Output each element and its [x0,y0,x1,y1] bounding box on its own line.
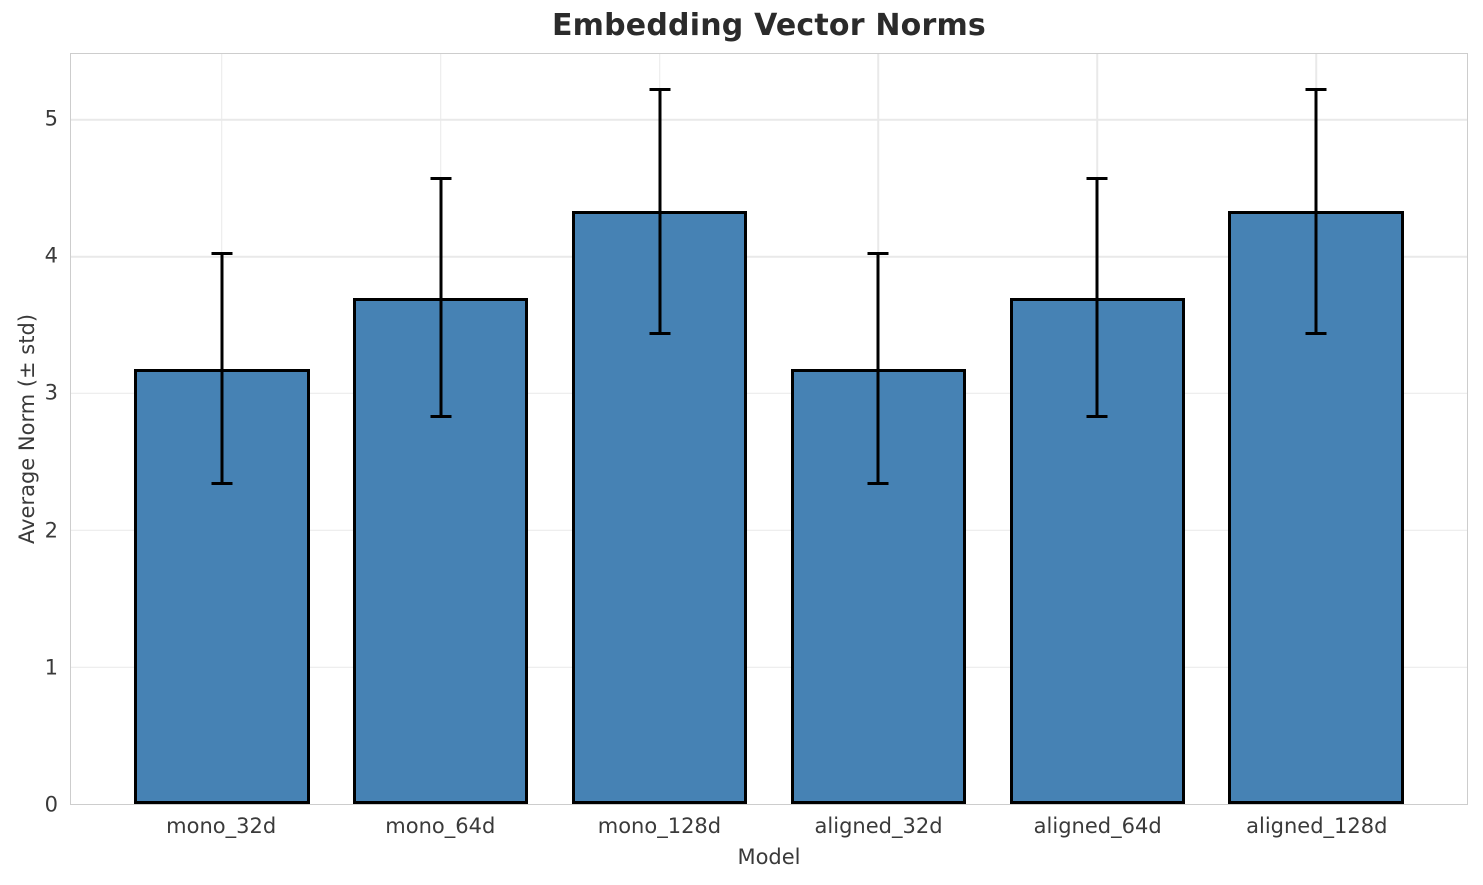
error-cap-bottom-mono_32d [211,482,233,486]
y-tick-2: 2 [44,518,58,543]
y-tick-labels: 0 1 2 3 4 5 [0,53,58,815]
error-cap-bottom-mono_128d [649,331,671,335]
x-axis-label: Model [737,845,801,869]
error-cap-top-mono_32d [211,252,233,256]
chart-title: Embedding Vector Norms [551,8,986,43]
y-tick-3: 3 [44,380,58,405]
gridline-y-3 [71,392,1467,395]
error-cap-top-aligned_32d [867,252,889,256]
x-tick-aligned_128d: aligned_128d [1246,814,1388,838]
y-tick-5: 5 [44,106,58,131]
x-tick-aligned_64d: aligned_64d [1033,814,1162,838]
y-tick-0: 0 [44,792,58,817]
gridline-y-4 [71,255,1467,258]
error-cap-bottom-aligned_64d [1086,415,1108,419]
error-cap-top-mono_128d [649,88,671,92]
x-tick-labels: mono_32d mono_64d mono_128d aligned_32d alig… [70,814,1468,842]
gridline-y-5 [71,118,1467,121]
error-bar-mono_32d [220,253,224,484]
bars-layer [71,54,1467,804]
error-cap-bottom-aligned_128d [1305,331,1327,335]
error-cap-bottom-aligned_32d [867,482,889,486]
x-tick-mono_32d: mono_32d [166,814,277,838]
plot-area [70,53,1468,805]
y-tick-1: 1 [44,655,58,680]
error-bar-mono_128d [658,89,662,334]
bar-aligned_64d [1009,297,1185,804]
y-tick-4: 4 [44,243,58,268]
x-tick-mono_128d: mono_128d [597,814,722,838]
error-bar-aligned_64d [1095,178,1099,417]
x-tick-aligned_32d: aligned_32d [814,814,943,838]
x-tick-mono_64d: mono_64d [385,814,496,838]
error-cap-top-aligned_128d [1305,88,1327,92]
error-bar-aligned_32d [876,253,880,484]
gridline-y-2 [71,529,1467,532]
error-cap-bottom-mono_64d [430,415,452,419]
error-bar-mono_64d [439,178,443,417]
error-cap-top-aligned_64d [1086,177,1108,181]
error-cap-top-mono_64d [430,177,452,181]
error-bar-aligned_128d [1314,89,1318,334]
gridline-y-1 [71,666,1467,668]
